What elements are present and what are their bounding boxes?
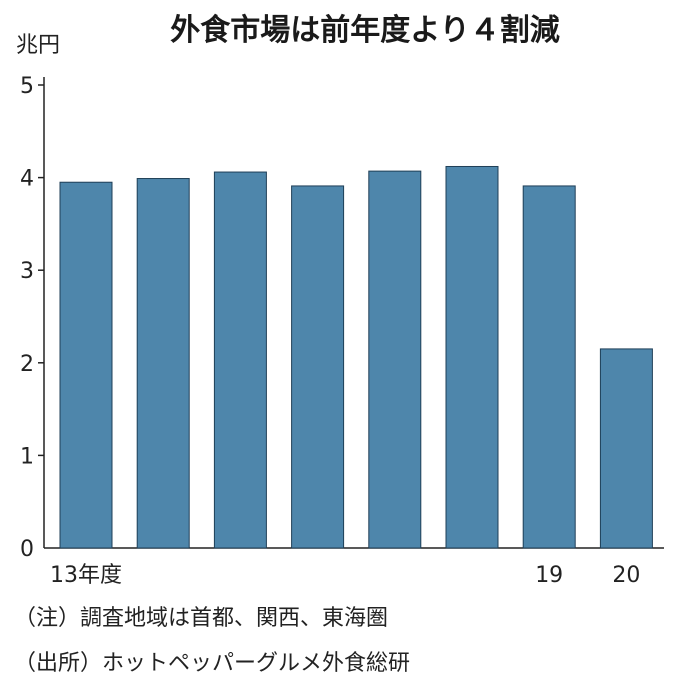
bar-6 (522, 185, 576, 549)
bar-4 (368, 170, 422, 549)
bar-5 (445, 165, 499, 549)
x-tick-labels: 13年度 19 20 (50, 563, 640, 588)
y-tick-label: 0 (20, 537, 34, 562)
y-tick-label: 5 (20, 74, 34, 99)
bar-2 (213, 171, 267, 549)
footnote: （注）調査地域は首都、関西、東海圏 (14, 606, 389, 631)
y-tick-label: 1 (20, 444, 34, 469)
y-tick-label: 4 (20, 167, 34, 192)
bar-1 (136, 178, 190, 549)
x-tick-label: 13年度 (50, 563, 122, 588)
bar-chart: 外食市場は前年度より４割減 兆円 0 1 2 3 4 5 13年度 19 20 (16, 13, 664, 588)
source-note: （出所）ホットペッパーグルメ外食総研 (14, 651, 411, 676)
chart-title: 外食市場は前年度より４割減 (170, 13, 559, 48)
x-tick-label: 19 (535, 563, 563, 588)
bar-0 (59, 181, 113, 549)
bar-3 (291, 185, 345, 549)
y-tick-label: 3 (20, 259, 34, 284)
y-axis-unit: 兆円 (16, 33, 60, 58)
bar-7 (599, 348, 653, 549)
x-tick-label: 20 (612, 563, 640, 588)
y-tick-label: 2 (20, 352, 34, 377)
bars (59, 165, 653, 549)
